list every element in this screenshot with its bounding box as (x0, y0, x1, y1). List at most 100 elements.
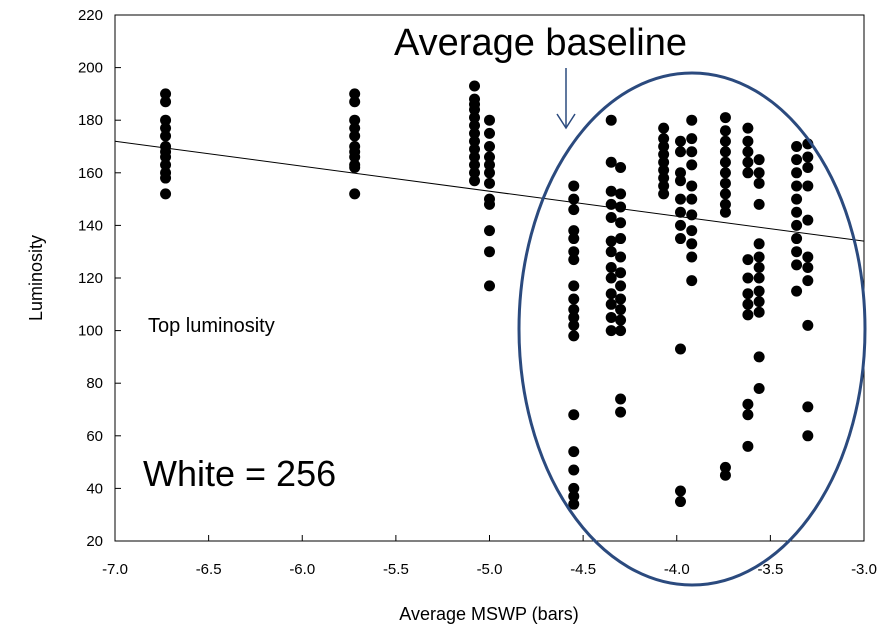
data-point (719, 188, 731, 200)
data-point (160, 88, 172, 100)
data-point (568, 446, 580, 458)
data-point (674, 175, 686, 187)
data-point (615, 325, 627, 337)
data-point (484, 114, 495, 126)
data-point (349, 130, 361, 142)
x-tick-label: -6.0 (289, 561, 315, 578)
data-point (484, 141, 495, 152)
data-point (674, 219, 686, 231)
data-point (568, 193, 580, 205)
data-point (568, 304, 580, 316)
data-point (791, 141, 803, 152)
data-point (469, 175, 481, 187)
data-point (484, 246, 495, 258)
data-point (568, 246, 580, 258)
x-axis-title: Average MSWP (bars) (399, 604, 578, 624)
data-point (658, 122, 670, 134)
data-point (674, 193, 686, 205)
data-point (753, 296, 765, 308)
y-axis-ticks: 20 40 60 80 100 120 140 160 180 200 220 (78, 7, 121, 550)
highlight-ellipse (517, 71, 867, 587)
data-point (568, 280, 580, 292)
data-point (674, 233, 686, 245)
data-point (753, 261, 765, 273)
data-point (719, 461, 731, 473)
data-point (605, 156, 617, 168)
data-point (605, 288, 617, 300)
data-point (719, 125, 731, 137)
data-point (753, 167, 765, 179)
data-point (753, 351, 765, 363)
data-point (568, 409, 580, 421)
data-point (605, 246, 617, 258)
data-point (802, 430, 814, 442)
data-point (719, 198, 731, 210)
data-point (719, 135, 731, 147)
y-tick-label: 20 (86, 533, 103, 550)
x-tick-label: -7.0 (102, 561, 128, 578)
data-point (791, 193, 803, 205)
data-point (686, 159, 698, 171)
data-point (686, 275, 698, 287)
data-point (615, 393, 627, 405)
data-point (349, 162, 361, 174)
data-point (658, 156, 670, 168)
data-point (791, 154, 803, 166)
data-point (615, 406, 627, 418)
data-point (742, 409, 754, 421)
data-point (605, 311, 617, 323)
data-point (742, 146, 754, 158)
data-point (615, 251, 627, 263)
data-point (658, 172, 670, 184)
data-point (802, 251, 814, 263)
data-point (568, 254, 580, 266)
data-point (742, 254, 754, 266)
data-point (469, 159, 481, 171)
y-tick-label: 80 (86, 375, 103, 392)
data-point (469, 104, 481, 116)
data-point (719, 156, 731, 168)
data-point (686, 251, 698, 263)
top-luminosity-label: Top luminosity (148, 315, 275, 337)
data-point (791, 167, 803, 179)
data-point (791, 206, 803, 218)
data-point (160, 114, 172, 126)
data-point (742, 440, 754, 452)
baseline-arrow-head (556, 113, 576, 130)
data-point (658, 133, 670, 145)
x-tick-label: -5.5 (383, 561, 409, 578)
data-point (742, 135, 754, 147)
data-point (160, 96, 172, 108)
data-point (686, 225, 698, 237)
data-point (349, 151, 361, 163)
data-point (753, 306, 765, 318)
y-axis-title: Luminosity (26, 235, 46, 321)
data-point (719, 146, 731, 158)
data-point (802, 214, 814, 226)
x-tick-label: -5.0 (477, 561, 503, 578)
data-point (484, 167, 495, 179)
data-point (349, 96, 361, 108)
data-point (605, 261, 617, 273)
data-point (753, 251, 765, 263)
data-point (753, 198, 765, 210)
data-point (753, 382, 765, 394)
data-point (615, 233, 627, 245)
data-point (349, 188, 361, 200)
data-point (160, 188, 172, 200)
x-tick-label: -4.0 (664, 561, 690, 578)
data-point (469, 127, 481, 139)
data-point (686, 238, 698, 250)
data-point (742, 272, 754, 284)
data-point (791, 233, 803, 245)
data-point (719, 469, 731, 481)
trendline (114, 140, 865, 242)
y-tick-label: 200 (78, 60, 103, 77)
data-point (568, 204, 580, 216)
data-point (615, 314, 627, 326)
data-point (568, 293, 580, 305)
data-point (484, 151, 495, 163)
data-point (658, 180, 670, 192)
data-point (674, 135, 686, 147)
